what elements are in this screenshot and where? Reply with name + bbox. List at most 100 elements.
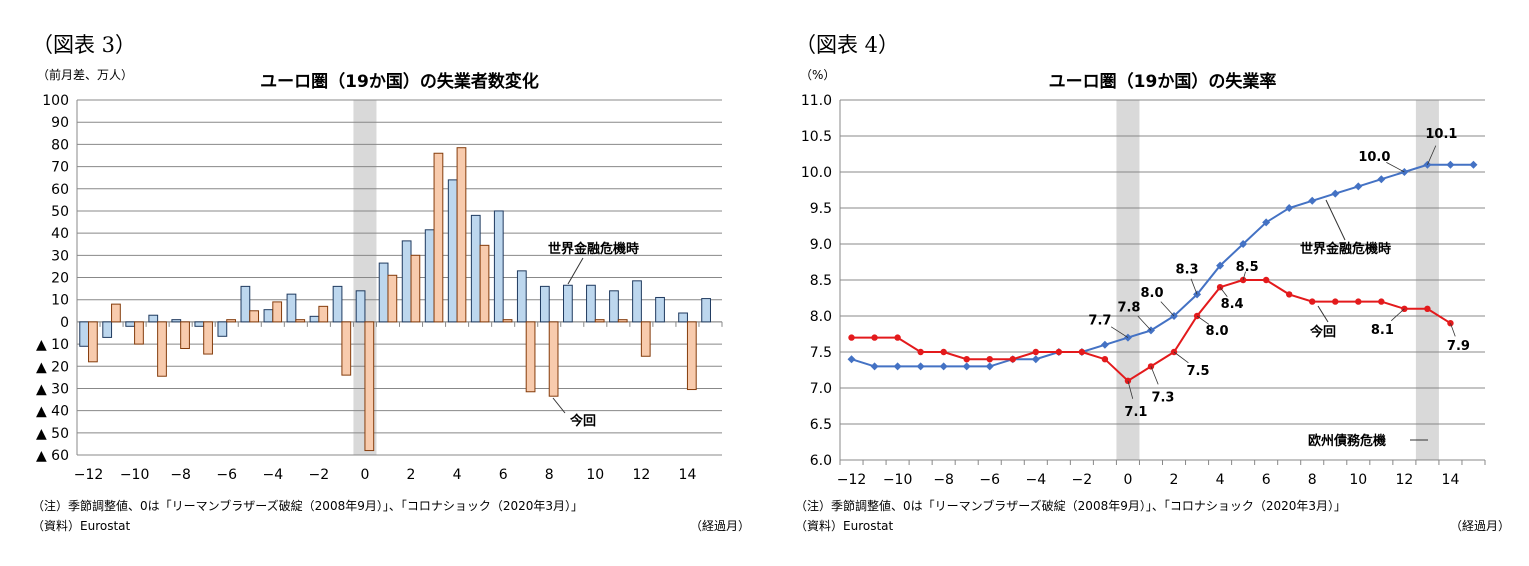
current-point	[986, 356, 993, 363]
data-label-leader	[1110, 326, 1129, 338]
x-tick-label: −4	[262, 467, 283, 483]
source: （資料）Eurostat	[795, 519, 894, 533]
gfc-bar	[286, 293, 297, 323]
y-tick-label: 7.5	[810, 345, 832, 361]
gfc-point	[916, 362, 925, 371]
gfc-line	[851, 163, 1474, 368]
y-tick-label: 8.0	[810, 309, 832, 325]
current-bar	[249, 310, 260, 323]
data-label-leader	[1150, 366, 1159, 385]
x-tick-label: −6	[216, 467, 237, 483]
data-label: 7.9	[1447, 339, 1470, 354]
x-tick-label: 2	[1170, 472, 1179, 488]
current-point	[940, 348, 947, 356]
current-point	[848, 334, 855, 341]
x-tick-label: −10	[120, 467, 150, 483]
current-bar	[686, 321, 697, 391]
data-label: 7.3	[1151, 390, 1174, 405]
x-tick-label: 4	[453, 467, 462, 483]
current-point	[1332, 298, 1339, 305]
current-point	[1285, 291, 1293, 298]
current-point	[1009, 356, 1016, 363]
annotation-gfc: 世界金融危機時	[548, 241, 639, 257]
x-tick-label: 12	[632, 467, 650, 483]
source: （資料）Eurostat	[32, 519, 131, 533]
data-label-leader	[1427, 145, 1437, 165]
x-tick-label: 2	[407, 467, 416, 483]
gfc-bar	[470, 214, 481, 323]
gfc-point	[847, 355, 856, 364]
gfc-point	[1031, 355, 1040, 364]
gfc-point	[1446, 160, 1455, 169]
x-tick-label: −10	[883, 472, 913, 488]
current-point	[1309, 298, 1316, 305]
x-tick-label: 10	[586, 467, 604, 483]
x-tick-label: 0	[360, 467, 369, 483]
gfc-point	[1354, 182, 1363, 191]
x-tick-label: 12	[1395, 472, 1413, 488]
figure-label: （図表 4）	[795, 33, 899, 57]
gfc-bar	[240, 285, 251, 323]
x-axis-label: （経過月）	[1450, 519, 1510, 533]
current-bar	[525, 321, 536, 393]
gfc-bar	[332, 285, 343, 323]
x-tick-label: −8	[170, 467, 191, 483]
current-bar	[594, 319, 605, 323]
gfc-point	[1239, 240, 1248, 248]
data-label: 7.1	[1124, 405, 1147, 420]
current-bar	[617, 319, 628, 323]
current-bar	[410, 254, 421, 323]
data-label: 8.1	[1371, 323, 1394, 338]
gfc-point	[962, 362, 971, 371]
x-tick-label: 8	[1308, 472, 1317, 488]
current-point	[1078, 348, 1086, 356]
gfc-bar	[655, 296, 665, 323]
current-bar	[364, 321, 375, 452]
current-point	[1032, 348, 1040, 356]
current-bar	[387, 274, 398, 323]
y-tick-label: ▲ 20	[36, 359, 69, 375]
x-tick-label: −6	[979, 472, 1000, 488]
y-tick-label: 80	[51, 137, 69, 153]
current-bar	[640, 321, 651, 357]
data-label-leader	[1173, 351, 1189, 364]
current-bar	[180, 321, 190, 349]
y-tick-label: 11.0	[801, 93, 832, 109]
gfc-bar	[539, 285, 550, 323]
current-point	[1101, 356, 1109, 363]
current-point	[963, 356, 970, 363]
current-bar	[502, 319, 513, 323]
gfc-point	[1331, 189, 1340, 198]
y-tick-label: 40	[51, 226, 69, 242]
current-bar	[272, 301, 283, 323]
gfc-bar	[355, 290, 366, 323]
gfc-bar	[401, 240, 412, 323]
annotation-arrow	[1317, 305, 1329, 323]
x-tick-label: 0	[1123, 472, 1132, 488]
current-bar	[479, 244, 490, 323]
data-label-leader	[1137, 315, 1152, 331]
y-tick-label: ▲ 40	[36, 404, 69, 420]
gfc-bar	[424, 229, 435, 323]
gfc-bar	[217, 321, 228, 337]
y-tick-label: 10.0	[801, 165, 832, 181]
gfc-bar	[609, 290, 619, 323]
gfc-point	[1469, 160, 1478, 169]
data-label: 8.0	[1206, 324, 1229, 339]
y-tick-label: 10	[51, 293, 69, 309]
gfc-bar	[563, 284, 573, 323]
x-tick-label: 6	[1262, 472, 1271, 488]
data-label-leader	[1190, 278, 1198, 295]
current-bar	[226, 319, 236, 323]
data-label: 8.4	[1221, 297, 1244, 312]
current-bar	[157, 321, 167, 377]
gfc-point	[870, 362, 879, 371]
y-tick-label: ▲ 30	[36, 381, 69, 397]
y-tick-label: 7.0	[810, 381, 832, 397]
x-tick-label: −12	[837, 472, 867, 488]
annotation-arrow	[567, 257, 584, 285]
data-label: 7.5	[1187, 364, 1210, 379]
data-label-leader	[1219, 286, 1228, 298]
data-label: 7.7	[1088, 314, 1111, 329]
